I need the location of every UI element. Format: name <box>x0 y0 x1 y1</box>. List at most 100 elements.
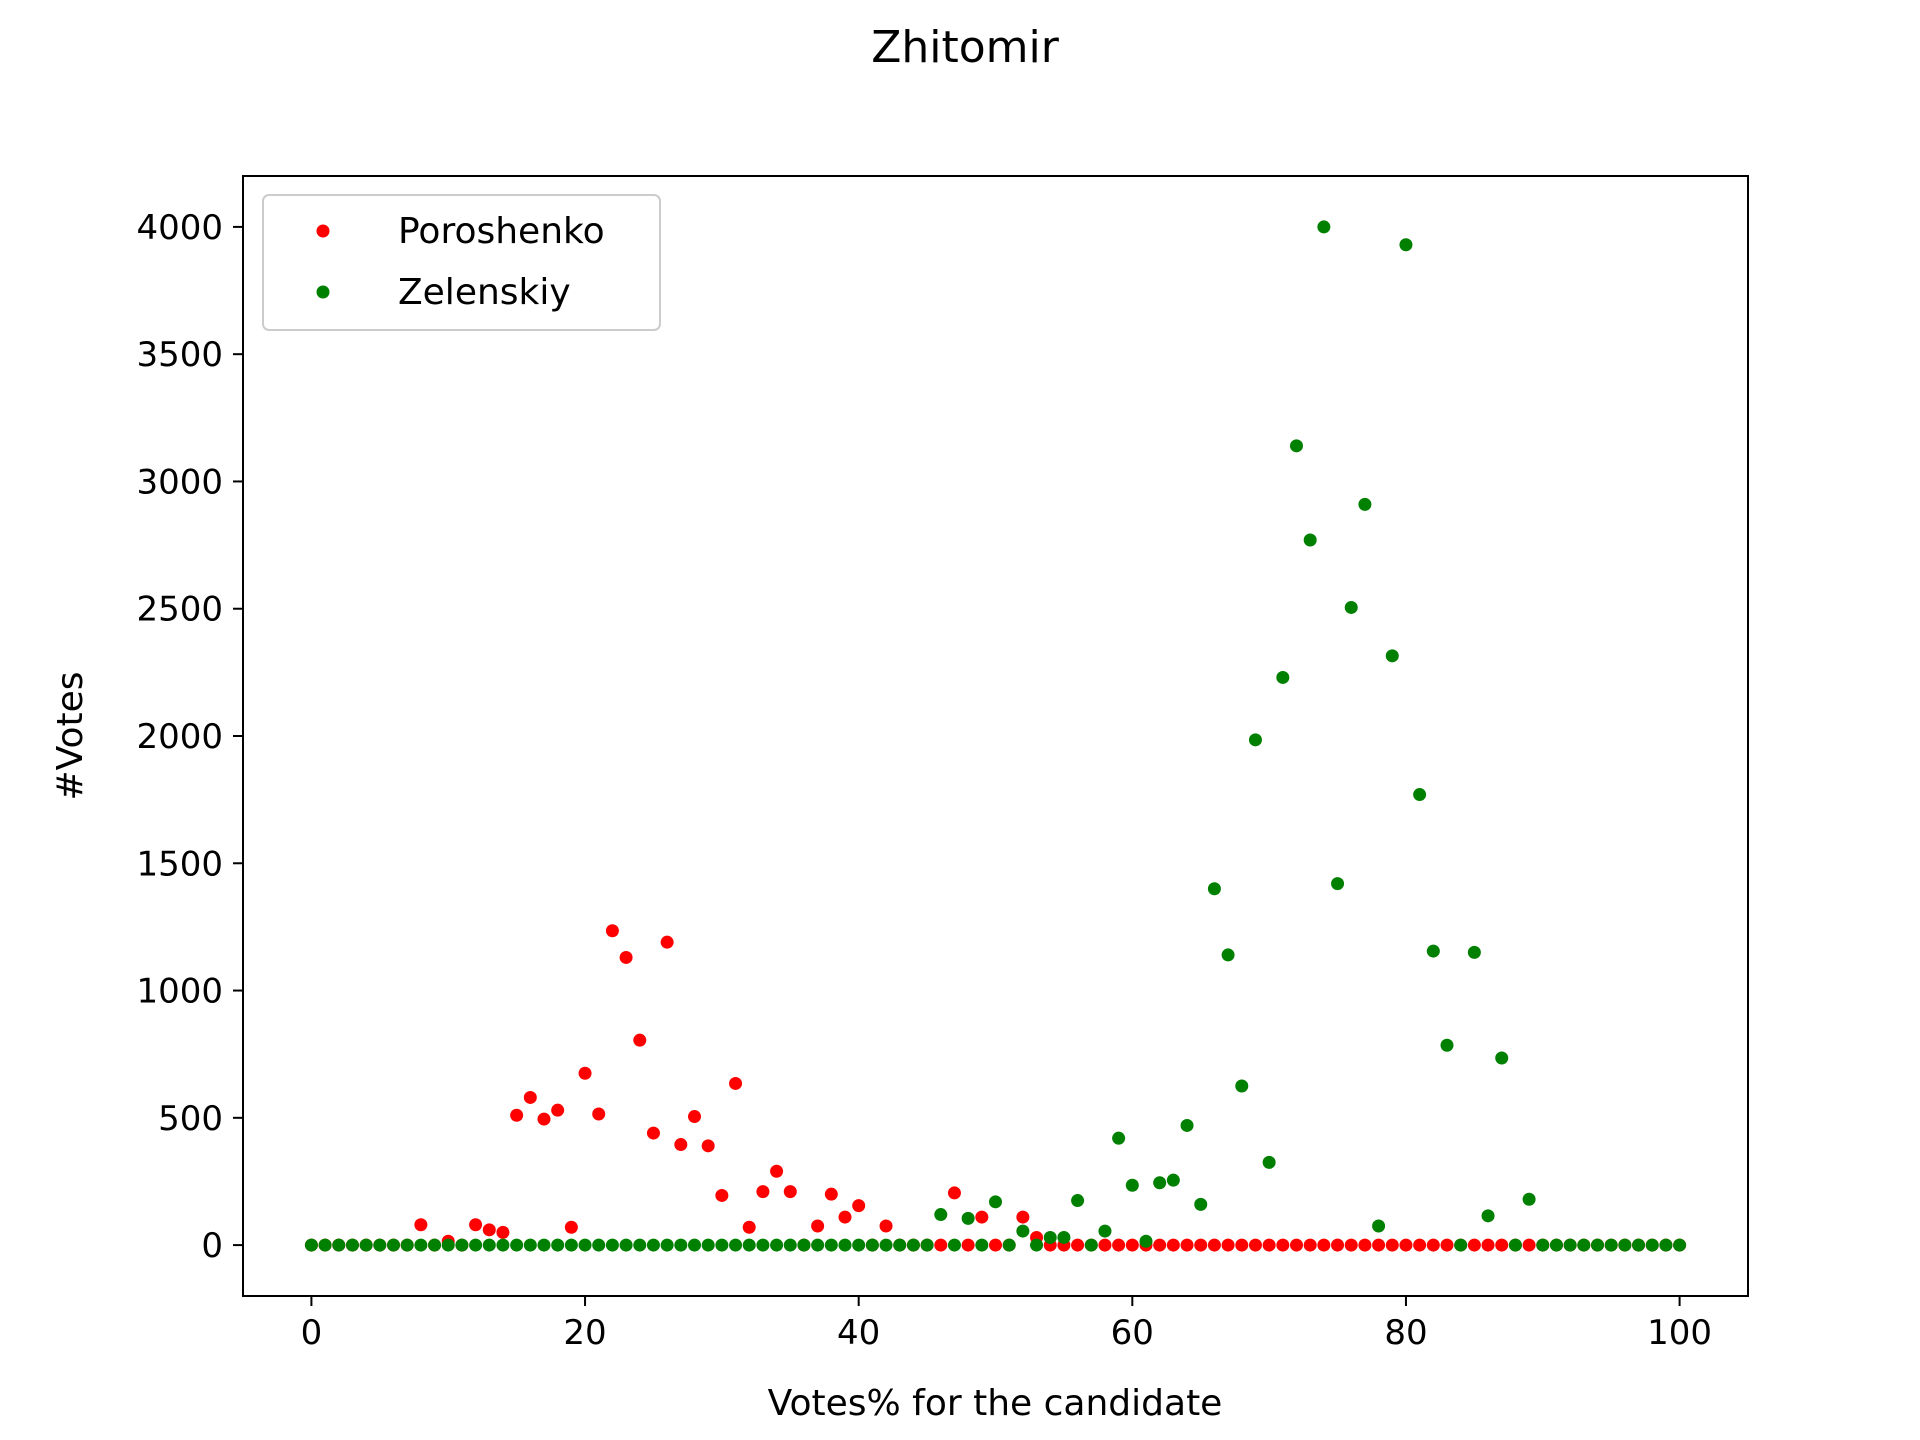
data-point <box>414 1218 428 1232</box>
data-point <box>1276 670 1290 684</box>
data-point <box>1030 1238 1044 1252</box>
x-tick-label: 0 <box>301 1313 323 1353</box>
data-point <box>783 1238 797 1252</box>
data-point <box>345 1238 359 1252</box>
data-point <box>1194 1197 1208 1211</box>
data-point <box>496 1225 510 1239</box>
data-point <box>1112 1238 1126 1252</box>
data-point <box>1331 877 1345 891</box>
data-point <box>387 1238 400 1252</box>
data-point <box>564 1220 578 1234</box>
data-point <box>770 1164 784 1178</box>
x-tick-label: 100 <box>1647 1313 1712 1353</box>
data-point <box>1166 1238 1180 1252</box>
data-point <box>1467 1238 1481 1252</box>
legend-box <box>262 194 661 331</box>
data-point <box>1481 1238 1495 1252</box>
data-point <box>1235 1079 1249 1093</box>
data-point <box>510 1238 524 1252</box>
data-point <box>1248 733 1262 747</box>
data-point <box>1207 882 1221 896</box>
data-point <box>373 1238 387 1252</box>
data-point <box>1221 1238 1235 1252</box>
data-point <box>756 1238 770 1252</box>
data-point <box>1290 439 1303 453</box>
data-point <box>852 1238 866 1252</box>
data-point <box>674 1238 688 1252</box>
legend-marker-poroshenko <box>316 224 330 238</box>
data-point <box>1344 1238 1358 1252</box>
data-point <box>1536 1238 1550 1252</box>
data-point <box>1591 1238 1604 1252</box>
data-point <box>414 1238 428 1252</box>
data-point <box>1207 1238 1221 1252</box>
data-point <box>1344 600 1358 614</box>
data-point <box>1454 1238 1468 1252</box>
y-tick-label: 1000 <box>136 972 223 1012</box>
data-point <box>1303 533 1317 547</box>
y-tick-label: 3000 <box>136 462 223 502</box>
data-point <box>715 1238 729 1252</box>
data-point <box>1248 1238 1262 1252</box>
data-point <box>688 1238 701 1252</box>
data-point <box>646 1238 660 1252</box>
plot-area <box>304 220 1687 1252</box>
data-point <box>482 1223 496 1237</box>
data-point <box>838 1210 852 1224</box>
data-point <box>906 1238 920 1252</box>
data-point <box>1426 1238 1440 1252</box>
data-point <box>770 1238 784 1252</box>
data-point <box>783 1185 797 1199</box>
data-point <box>619 950 633 964</box>
data-point <box>797 1238 811 1252</box>
data-point <box>1166 1173 1180 1187</box>
data-point <box>729 1238 743 1252</box>
chart-title: Zhitomir <box>871 22 1060 73</box>
data-point <box>1180 1238 1194 1252</box>
data-point <box>332 1238 346 1252</box>
data-point <box>1002 1238 1016 1252</box>
data-point <box>1508 1238 1522 1252</box>
y-tick-label: 2000 <box>136 717 223 757</box>
data-point <box>1125 1178 1139 1192</box>
data-point <box>947 1238 961 1252</box>
data-point <box>660 935 674 949</box>
data-point <box>1413 788 1427 802</box>
y-axis-label: #Votes <box>50 671 91 800</box>
data-point <box>1604 1238 1618 1252</box>
data-point <box>523 1238 537 1252</box>
data-point <box>1413 1238 1427 1252</box>
data-point <box>359 1238 373 1252</box>
data-point <box>1317 220 1331 234</box>
data-point <box>578 1238 592 1252</box>
data-point <box>824 1238 838 1252</box>
data-point <box>496 1238 510 1252</box>
data-point <box>428 1238 442 1252</box>
data-point <box>1481 1209 1495 1223</box>
data-point <box>674 1138 688 1152</box>
y-tick-label: 4000 <box>136 208 223 248</box>
data-point <box>605 924 619 938</box>
x-axis-label: Votes% for the candidate <box>768 1383 1223 1424</box>
data-point <box>1180 1118 1194 1132</box>
data-point <box>1385 1238 1399 1252</box>
data-point <box>1399 1238 1413 1252</box>
data-point <box>633 1033 647 1047</box>
x-tick-label: 20 <box>563 1313 606 1353</box>
data-point <box>1317 1238 1331 1252</box>
data-point <box>1139 1234 1153 1248</box>
data-point <box>947 1186 961 1200</box>
data-point <box>811 1238 825 1252</box>
data-point <box>1659 1238 1673 1252</box>
data-point <box>469 1238 483 1252</box>
data-point <box>1495 1238 1509 1252</box>
data-point <box>1057 1230 1071 1244</box>
y-tick-label: 2500 <box>136 590 223 630</box>
data-point <box>455 1238 469 1252</box>
data-point <box>865 1238 879 1252</box>
data-point <box>1098 1238 1112 1252</box>
data-point <box>1153 1238 1167 1252</box>
plot-frame <box>242 175 1749 1297</box>
data-point <box>1071 1238 1085 1252</box>
